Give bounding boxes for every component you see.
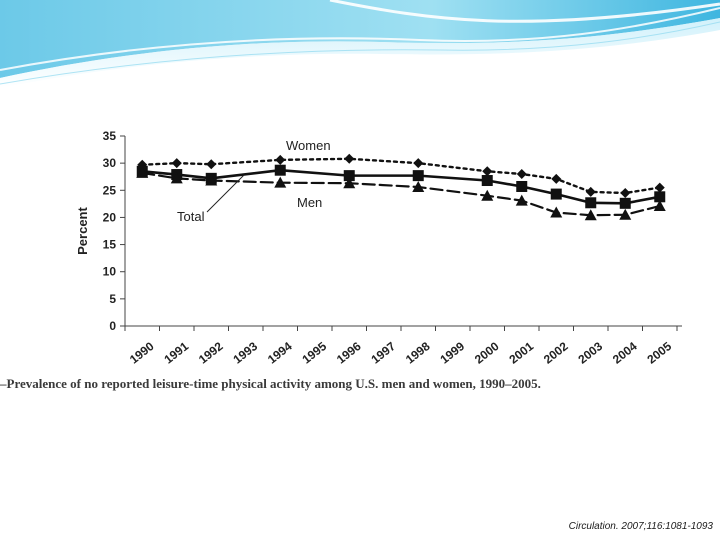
data-point-total: [343, 170, 355, 182]
data-point-men: [653, 200, 666, 212]
y-tick-label: 15: [103, 238, 117, 252]
data-point-women: [413, 158, 424, 169]
data-point-total: [481, 175, 493, 187]
figure-caption: –Prevalence of no reported leisure-time …: [0, 376, 541, 391]
y-tick-label: 30: [103, 156, 117, 170]
data-point-men: [619, 208, 632, 220]
x-tick-label: 2002: [541, 339, 571, 367]
data-point-women: [516, 169, 527, 179]
x-tick-label: 1991: [161, 339, 191, 367]
x-tick-label: 2001: [506, 339, 536, 367]
x-tick-label: 2005: [644, 339, 674, 367]
x-tick-label: 2004: [610, 339, 640, 367]
data-point-women: [585, 186, 596, 197]
data-point-women: [344, 153, 355, 164]
data-point-men: [205, 174, 218, 186]
y-tick-label: 25: [103, 183, 117, 197]
data-point-women: [551, 173, 562, 184]
data-point-men: [412, 181, 425, 193]
x-tick-label: 1990: [127, 339, 157, 367]
chart-series-layer: [136, 153, 666, 221]
data-point-women: [482, 166, 493, 177]
x-tick-label: 1997: [368, 339, 398, 367]
data-point-total: [412, 170, 424, 182]
series-line-women: [141, 157, 661, 195]
header-wave-decoration: [0, 0, 720, 88]
data-point-men: [515, 194, 528, 206]
x-tick-label: 1994: [265, 339, 295, 367]
y-axis-label: Percent: [75, 206, 90, 254]
chart-panel: 0 5 10 15 20 25 30 35 1990 1991 1992 1993 1994 1995 19…: [0, 112, 720, 412]
data-point-total: [585, 197, 597, 209]
data-point-women: [171, 158, 182, 169]
series-line-total: [140, 168, 662, 205]
x-tick-label: 1992: [196, 339, 226, 367]
data-point-men: [136, 166, 149, 178]
x-tick-label: 2003: [575, 339, 605, 367]
total-label-pointer: [206, 174, 245, 213]
data-point-men: [343, 177, 356, 189]
data-point-men: [274, 176, 287, 188]
data-point-total: [619, 197, 631, 209]
data-point-women: [620, 188, 631, 198]
series-label-total: Total: [177, 209, 205, 224]
data-point-men: [584, 209, 597, 221]
data-point-women: [206, 159, 217, 170]
series-label-women: Women: [286, 138, 331, 153]
x-tick-label: 1998: [403, 339, 433, 367]
x-tick-label: 1993: [230, 339, 260, 367]
data-point-women: [275, 154, 286, 165]
data-point-men: [481, 189, 494, 201]
series-line-men: [141, 171, 661, 217]
y-tick-label: 0: [109, 319, 116, 333]
series-label-men: Men: [297, 195, 322, 210]
data-point-total: [550, 188, 562, 200]
data-point-men: [550, 206, 563, 218]
data-point-total: [274, 164, 286, 176]
data-point-total: [516, 180, 528, 192]
x-tick-label: 1999: [437, 339, 467, 367]
y-tick-label: 10: [103, 265, 117, 279]
citation: Circulation. 2007;116:1081-1093: [568, 521, 713, 532]
y-tick-label: 5: [109, 292, 116, 306]
chart-labels-layer: Women Total Men: [177, 138, 331, 224]
data-point-men: [170, 172, 183, 184]
data-point-total: [654, 191, 666, 203]
y-tick-label: 20: [103, 210, 117, 224]
y-tick-label: 35: [103, 129, 117, 143]
data-point-women: [654, 182, 665, 193]
x-tick-label: 1995: [299, 339, 329, 367]
x-tick-label: 1996: [334, 339, 364, 367]
x-tick-label: 2000: [472, 339, 502, 367]
